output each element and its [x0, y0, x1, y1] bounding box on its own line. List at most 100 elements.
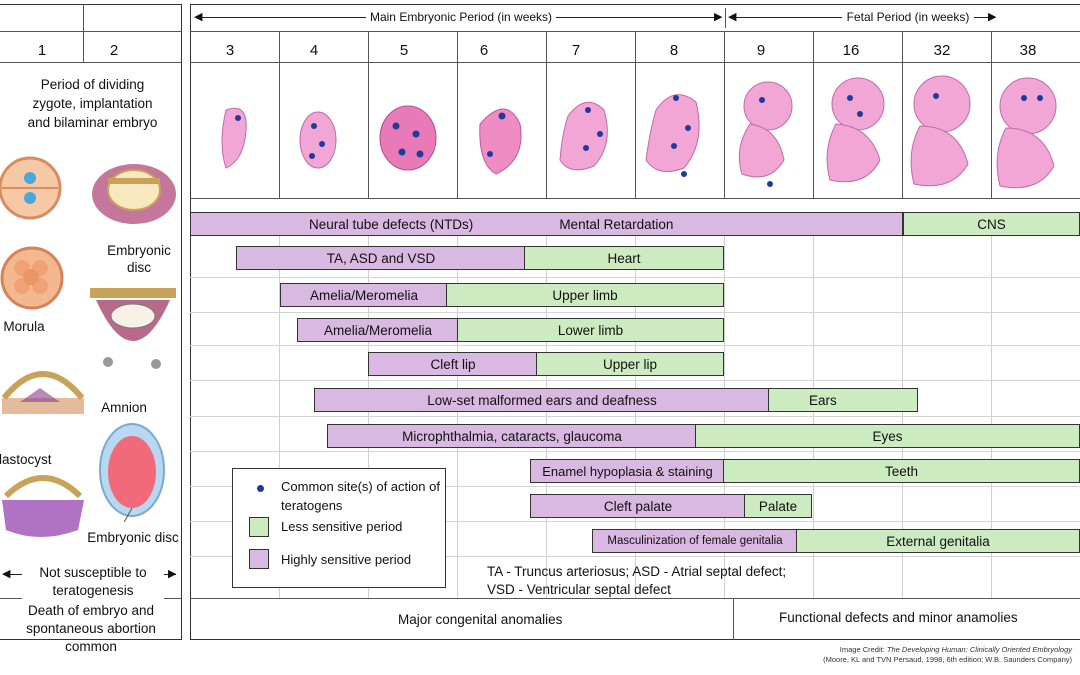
week-divider [902, 31, 903, 199]
week-label-16: 16 [842, 42, 860, 59]
week-label-4: 4 [309, 42, 319, 59]
grid-row [190, 556, 1080, 557]
left-week-row-top [0, 31, 182, 32]
implantation-illustration [92, 164, 176, 224]
morula-label: Morula [3, 319, 45, 334]
legend-box: Common site(s) of action of teratogens L… [232, 468, 446, 588]
main-arrow-right: ▶ [714, 11, 723, 23]
period-description: Period of dividing zygote, implantation … [27, 77, 158, 130]
eyes-less-sensitive-bar: Eyes [695, 424, 1080, 448]
credit-prefix: Image Credit: [839, 645, 887, 654]
legend-less-swatch [249, 517, 269, 537]
week-label-3: 3 [225, 42, 235, 59]
abbreviation-line-1: TA - Truncus arteriosus; ASD - Atrial se… [487, 564, 787, 579]
credit-line-2: (Moore, KL and TVN Persaud, 1998, 6th ed… [823, 655, 1072, 664]
fetus-week-16 [826, 77, 885, 183]
grid-row [190, 521, 1080, 522]
fetus-week-32 [910, 75, 971, 187]
image-credit: Image Credit: The Developing Human: Clin… [823, 645, 1072, 665]
eyes-highly-sensitive-bar: Microphthalmia, cataracts, glaucoma [327, 424, 697, 448]
fetal-start-marker [725, 8, 726, 28]
lower-limb-less-sensitive-bar: Lower limb [457, 318, 724, 342]
week-label-7: 7 [571, 42, 581, 59]
embryo-week-4 [299, 111, 337, 169]
week-divider [457, 31, 458, 199]
week-divider [635, 31, 636, 199]
genitalia-highly-sensitive-bar: Masculinization of female genitalia [592, 529, 798, 553]
footer-separator [733, 598, 734, 640]
teeth-less-sensitive-bar: Teeth [723, 459, 1080, 483]
week-divider [279, 31, 280, 199]
week-label-5: 5 [399, 42, 409, 59]
heart-less-sensitive-bar: Heart [524, 246, 724, 270]
amnion-label: Amnion [101, 400, 147, 415]
abbreviation-line-2: VSD - Ventricular septal defect [487, 582, 671, 597]
palate-highly-sensitive-bar: Cleft palate [530, 494, 746, 518]
upper-lip-less-sensitive-bar: Upper lip [536, 352, 724, 376]
grid-row [190, 416, 1080, 417]
embryo-week-5 [379, 105, 437, 171]
major-anomalies-label: Major congenital anomalies [398, 612, 563, 627]
blastocyst-illustration [1, 371, 85, 414]
legend-less-label: Less sensitive period [281, 519, 403, 534]
not-susceptible-label: Not susceptible to teratogenesis [22, 564, 164, 600]
grid-row [190, 345, 1080, 346]
week-divider [368, 31, 369, 199]
main-arrow-left: ◀ [194, 11, 203, 23]
grid-row [190, 277, 1080, 278]
footer-divider [190, 598, 1080, 599]
fetus-week-38 [996, 77, 1057, 189]
upper-lip-highly-sensitive-bar: Cleft lip [368, 352, 538, 376]
week-divider [724, 31, 725, 199]
left-week-row-bottom [0, 62, 182, 63]
week-label-1: 1 [37, 42, 47, 59]
mental-retardation-label: Mental Retardation [559, 216, 674, 232]
legend-site-label: Common site(s) of action of teratogens [281, 479, 440, 513]
grid-row [190, 380, 1080, 381]
embryo-week-3 [221, 107, 247, 169]
grid-column [991, 236, 992, 598]
genitalia-less-sensitive-bar: External genitalia [796, 529, 1080, 553]
ears-highly-sensitive-bar: Low-set malformed ears and deafness [314, 388, 770, 412]
palate-less-sensitive-bar: Palate [744, 494, 812, 518]
heart-highly-sensitive-bar: TA, ASD and VSD [236, 246, 526, 270]
week-label-6: 6 [479, 42, 489, 59]
cns-less-sensitive-bar: CNS [903, 212, 1080, 236]
grid-column [724, 236, 725, 598]
ntd-label: Neural tube defects (NTDs) [309, 216, 474, 232]
main-period-label: Main Embryonic Period (in weeks) [366, 8, 556, 27]
main-panel [190, 4, 1080, 640]
left-panel-divider [83, 4, 84, 62]
arrow-head-right: ▶ [168, 568, 177, 580]
functional-defects-label: Functional defects and minor anamolies [779, 610, 1018, 625]
week-label-38: 38 [1019, 42, 1037, 59]
upper-limb-less-sensitive-bar: Upper limb [446, 283, 724, 307]
legend-high-label: Highly sensitive period [281, 552, 412, 567]
grid-column [546, 236, 547, 598]
embryo-row-illustrations [221, 75, 1057, 189]
embryo-week-6 [479, 108, 522, 175]
grid-column [279, 236, 280, 598]
morula-illustration [0, 246, 64, 310]
grid-row [190, 312, 1080, 313]
fetal-arrow-right: ▶ [988, 11, 997, 23]
grid-row [190, 451, 1080, 452]
embryo-week-9 [738, 81, 793, 187]
embryonic-disc-label-2: Embryonic disc [87, 530, 179, 545]
grid-column [813, 236, 814, 598]
grid-row [190, 486, 1080, 487]
legend-high-swatch [249, 549, 269, 569]
week-label-32: 32 [933, 42, 951, 59]
embryo-week-8 [645, 94, 700, 177]
left-panel [0, 4, 182, 640]
arrow-head-left: ◀ [2, 568, 11, 580]
grid-column [457, 236, 458, 598]
zygote-illustration [0, 156, 62, 220]
grid-column [368, 236, 369, 598]
grid-column [635, 236, 636, 598]
embryo-yolk-illustration [2, 475, 84, 537]
credit-title: The Developing Human: Clinically Oriente… [886, 645, 1072, 654]
ears-less-sensitive-bar: Ears [768, 388, 918, 412]
bilaminar-disc-illustration [90, 288, 176, 369]
week-divider [991, 31, 992, 199]
